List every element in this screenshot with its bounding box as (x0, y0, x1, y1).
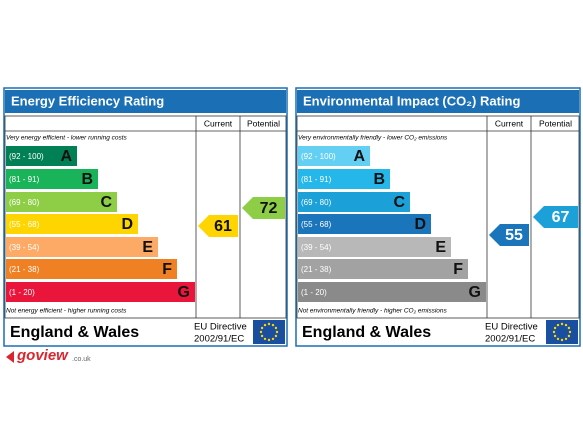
bottom-note: Not energy efficient - higher running co… (6, 308, 127, 315)
band-bar (6, 146, 77, 166)
rating-value: 72 (260, 200, 278, 217)
band-bar (6, 214, 138, 234)
band-letter: D (121, 216, 133, 233)
rating-arrow (198, 215, 238, 237)
grid-box (296, 115, 580, 319)
eu-star (564, 323, 568, 327)
eu-star (553, 334, 557, 338)
rating-value: 67 (552, 209, 570, 226)
rating-value: 61 (214, 218, 232, 235)
footer-directive: EU Directive (485, 322, 538, 333)
eu-star (274, 326, 278, 330)
bottom-note: Not environmentally friendly - higher CO… (298, 308, 448, 315)
header-current: Current (204, 118, 233, 128)
eu-star (567, 334, 571, 338)
band-range: (55 - 68) (301, 220, 332, 229)
logo-mark (6, 351, 14, 363)
top-note: Very energy efficient - lower running co… (6, 135, 128, 142)
band-range: (69 - 80) (9, 198, 40, 207)
eu-star (271, 323, 275, 327)
band-letter: B (373, 171, 385, 188)
band-letter: G (469, 284, 481, 301)
eu-star (556, 337, 560, 341)
header-current: Current (495, 118, 524, 128)
band-bar (6, 282, 195, 302)
band-bar (6, 192, 117, 212)
band-letter: D (414, 216, 426, 233)
eu-star (271, 337, 275, 341)
band-range: (92 - 100) (301, 152, 336, 161)
footer-directive-code: 2002/91/EC (194, 334, 244, 345)
title-bar (5, 90, 286, 113)
band-letter: B (81, 171, 93, 188)
eu-star (556, 323, 560, 327)
band-bar (298, 214, 431, 234)
title-bar (297, 90, 579, 113)
eu-star (567, 326, 571, 330)
rating-arrow (489, 224, 529, 246)
eu-star (260, 334, 264, 338)
footer-directive: EU Directive (194, 322, 247, 333)
eu-star (560, 338, 564, 342)
eu-star (267, 322, 271, 326)
eu-star (568, 330, 572, 334)
rating-arrow (242, 197, 285, 219)
band-range: (81 - 91) (9, 175, 40, 184)
eu-star (553, 326, 557, 330)
eu-star (274, 334, 278, 338)
band-range: (39 - 54) (9, 243, 40, 252)
band-letter: F (162, 261, 172, 278)
band-range: (39 - 54) (301, 243, 332, 252)
band-bar (6, 237, 158, 257)
band-letter: A (60, 148, 72, 165)
band-bar (6, 169, 98, 189)
grid-box (4, 115, 287, 319)
panel-title: Environmental Impact (CO₂) Rating (303, 93, 520, 108)
footer-directive-code: 2002/91/EC (485, 334, 535, 345)
rating-arrow (533, 206, 578, 228)
band-letter: C (393, 194, 405, 211)
panel-title: Energy Efficiency Rating (11, 93, 164, 108)
band-letter: A (353, 148, 365, 165)
band-letter: G (178, 284, 190, 301)
band-letter: F (453, 261, 463, 278)
band-letter: E (435, 239, 446, 256)
band-range: (81 - 91) (301, 175, 332, 184)
band-bar (298, 259, 468, 279)
band-bar (298, 192, 410, 212)
eu-star (267, 338, 271, 342)
band-range: (69 - 80) (301, 198, 332, 207)
band-range: (1 - 20) (9, 288, 35, 297)
band-range: (21 - 38) (9, 265, 40, 274)
eu-star (259, 330, 263, 334)
eu-star (263, 337, 267, 341)
band-bar (298, 282, 486, 302)
header-potential: Potential (247, 118, 280, 128)
band-range: (55 - 68) (9, 220, 40, 229)
band-bar (298, 169, 390, 189)
rating-value: 55 (505, 227, 523, 244)
band-range: (21 - 38) (301, 265, 332, 274)
eu-star (564, 337, 568, 341)
band-letter: E (142, 239, 153, 256)
band-bar (6, 259, 177, 279)
band-letter: C (100, 194, 112, 211)
band-range: (1 - 20) (301, 288, 327, 297)
footer-country: England & Wales (10, 324, 139, 341)
logo-domain: .co.uk (72, 356, 91, 363)
band-bar (298, 237, 451, 257)
header-potential: Potential (539, 118, 572, 128)
footer-country: England & Wales (302, 324, 431, 341)
eu-star (263, 323, 267, 327)
band-bar (298, 146, 370, 166)
eu-star (260, 326, 264, 330)
eu-star (552, 330, 556, 334)
eu-star (275, 330, 279, 334)
top-note: Very environmentally friendly - lower CO… (298, 135, 448, 142)
eu-star (560, 322, 564, 326)
band-range: (92 - 100) (9, 152, 44, 161)
logo-name: goview (16, 347, 69, 364)
